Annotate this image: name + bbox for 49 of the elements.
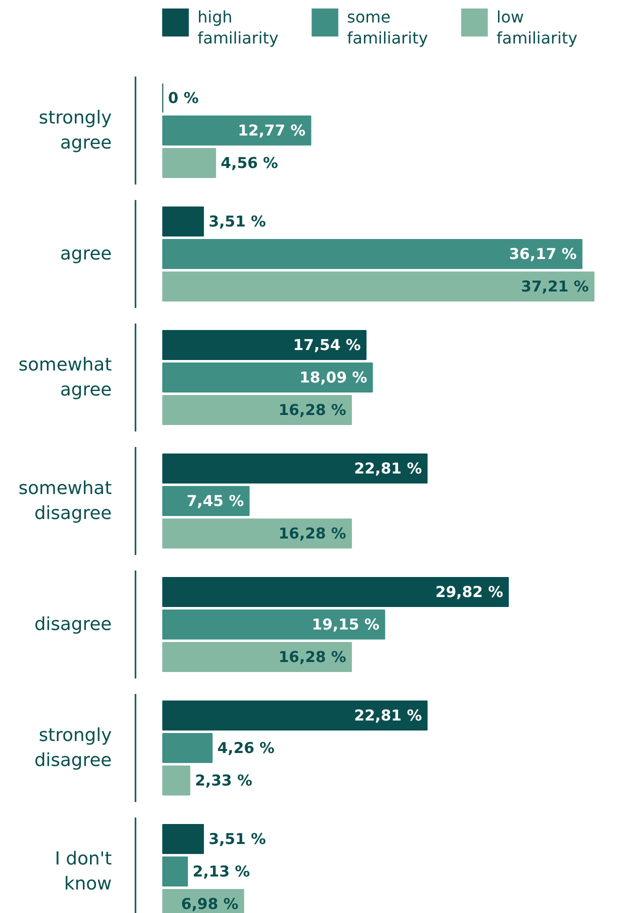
bar [162, 766, 190, 796]
data-label: 2,33 % [194, 772, 252, 790]
data-label: 29,82 % [435, 583, 504, 601]
y-tick-label: disagree [34, 614, 112, 635]
y-tick-label: somewhat disagree [18, 478, 112, 524]
y-tick-label: I don't know [54, 848, 112, 895]
bar [162, 733, 213, 763]
data-label: 3,51 % [208, 830, 266, 848]
data-label: 0 % [168, 89, 199, 107]
y-tick-label: somewhat agree [18, 354, 112, 401]
data-label: 17,54 % [293, 336, 361, 354]
data-label: 22,81 % [354, 460, 422, 478]
y-tick-label: agree [60, 244, 112, 264]
data-label: 22,81 % [354, 706, 422, 724]
bar [162, 856, 188, 886]
data-label: 6,98 % [181, 895, 238, 913]
data-label: 36,17 % [508, 245, 577, 263]
data-label: 2,13 % [192, 862, 250, 880]
data-label: 19,15 % [312, 616, 380, 634]
data-label: 16,28 % [278, 524, 346, 542]
y-tick-label: strongly agree [38, 107, 112, 154]
data-label: 16,28 % [278, 648, 346, 666]
bar [162, 642, 352, 672]
bar [162, 116, 312, 146]
bar [162, 395, 352, 425]
data-label: 37,21 % [521, 278, 589, 296]
bar [162, 330, 367, 360]
bar [162, 239, 582, 269]
legend-label: low familiarity [496, 8, 578, 48]
bar [162, 700, 428, 730]
bar [162, 518, 352, 548]
bar [162, 454, 428, 484]
data-label: 7,45 % [186, 492, 244, 510]
data-label: 4,26 % [217, 739, 275, 757]
y-tick-label: strongly disagree [34, 724, 112, 772]
bar [162, 824, 204, 854]
data-label: 12,77 % [238, 122, 306, 140]
data-label: 4,56 % [220, 154, 278, 172]
data-label: 18,09 % [299, 368, 368, 386]
legend-label: some familiarity [347, 8, 428, 48]
bar [162, 577, 509, 607]
data-label: 16,28 % [278, 401, 346, 419]
bar [162, 148, 216, 178]
bar [162, 362, 373, 392]
data-label: 3,51 % [208, 212, 266, 230]
bar [162, 610, 386, 640]
bar [162, 272, 594, 302]
legend-label: high familiarity [198, 8, 278, 48]
bar [162, 206, 204, 236]
